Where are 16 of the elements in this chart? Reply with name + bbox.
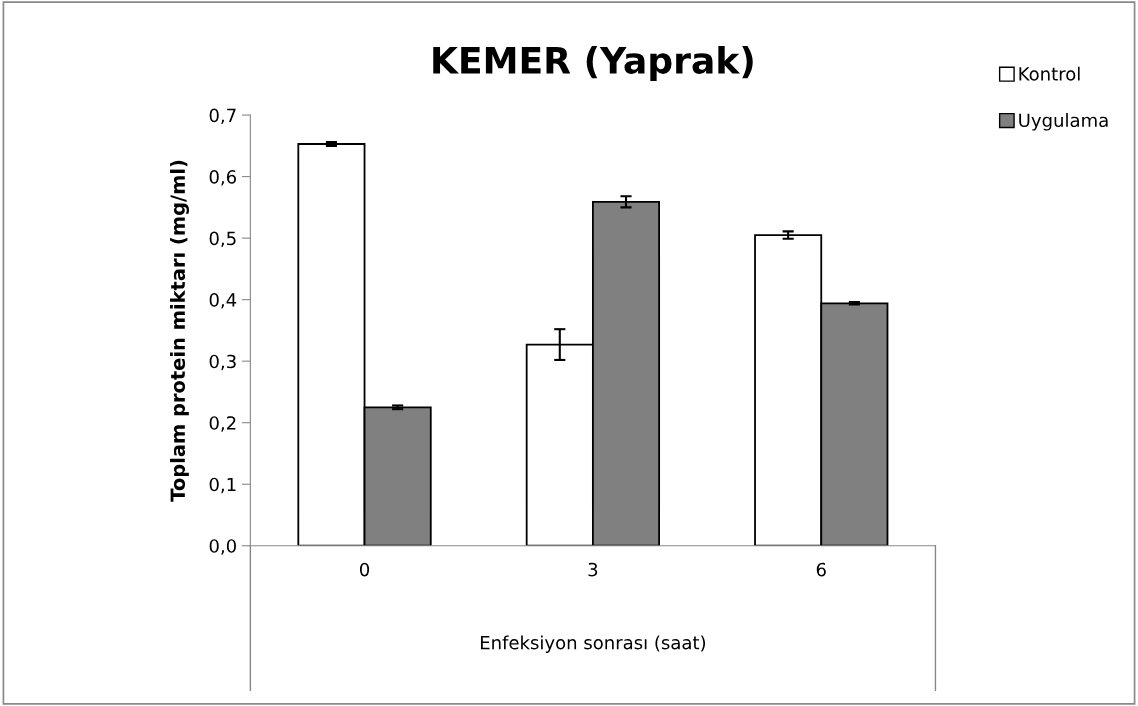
x-tick-label: 3 [588, 562, 598, 577]
legend-label: Kontrol [1019, 66, 1080, 81]
y-tick-label: 0,5 [209, 231, 236, 248]
y-tick-label: 0,4 [209, 293, 237, 309]
y-tick-label: 0,3 [209, 354, 236, 371]
y-tick-label: 0,7 [209, 108, 236, 125]
y-tick-label: 0,1 [209, 477, 236, 494]
y-tick-label: 0,6 [209, 170, 237, 186]
x-tick-label: 0 [359, 562, 370, 577]
x-axis-title: Enfeksiyon sonrası (saat) [480, 635, 706, 653]
y-tick-label: 0,0 [209, 539, 236, 555]
chart-title: KEMER (Yaprak) [433, 45, 753, 81]
x-tick-label: 6 [816, 562, 826, 577]
y-axis-title: Toplam protein miktarı (mg/ml) [170, 160, 190, 502]
y-tick-label: 0,2 [209, 416, 236, 432]
legend-label: Uygulama [1019, 113, 1108, 131]
